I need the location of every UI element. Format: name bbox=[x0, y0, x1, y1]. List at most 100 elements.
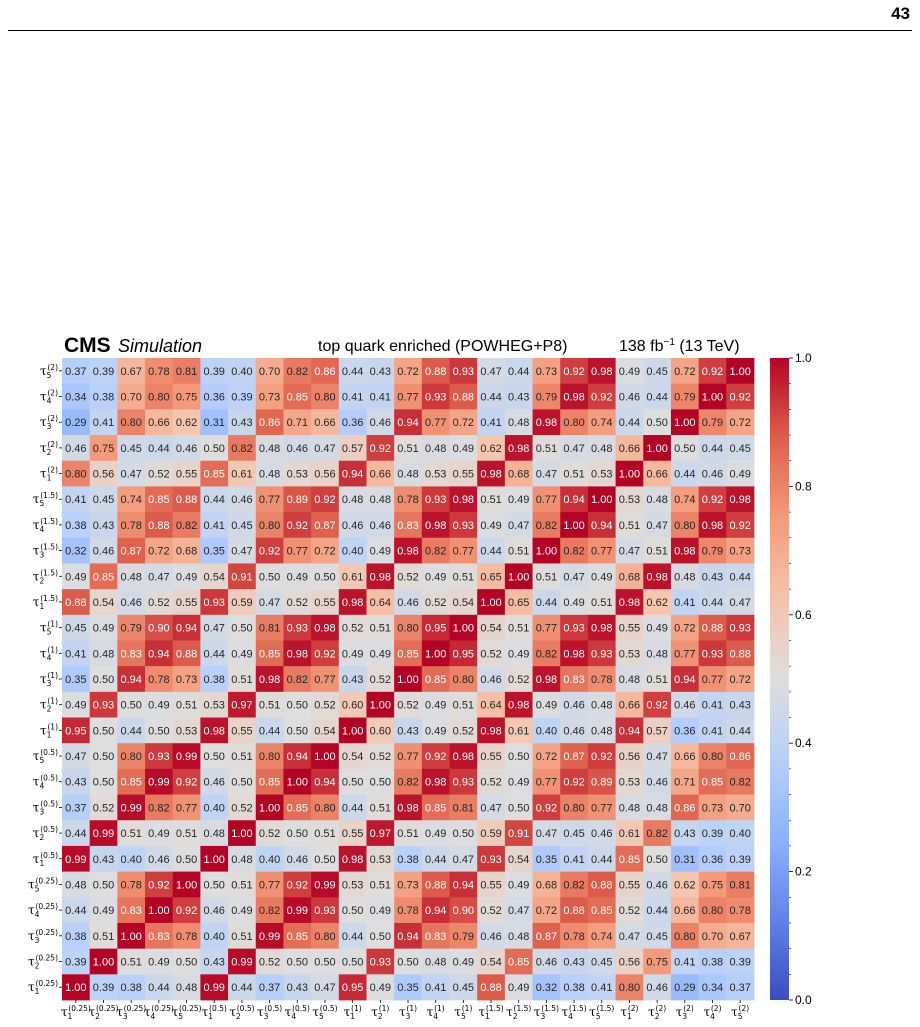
heatmap-cell bbox=[394, 794, 423, 821]
heatmap-cell bbox=[338, 563, 367, 590]
heatmap-cell bbox=[726, 768, 755, 795]
heatmap-cell bbox=[532, 974, 561, 1001]
cell-value-label: 0.48 bbox=[508, 931, 529, 943]
heatmap-cell bbox=[643, 435, 672, 462]
heatmap-cell bbox=[172, 512, 201, 539]
label-superscript: (2) bbox=[47, 466, 58, 475]
cell-value-label: 0.62 bbox=[176, 417, 197, 429]
heatmap-cell bbox=[643, 820, 672, 847]
cell-value-label: 1.00 bbox=[674, 417, 695, 429]
heatmap-cell bbox=[172, 614, 201, 641]
heatmap-cell bbox=[394, 563, 423, 590]
cell-value-label: 0.92 bbox=[563, 777, 584, 789]
cell-value-label: 0.47 bbox=[536, 469, 557, 481]
cell-value-label: 0.80 bbox=[65, 469, 86, 481]
heatmap-cell bbox=[560, 486, 589, 513]
cell-value-label: 0.80 bbox=[397, 623, 418, 635]
heatmap-cell bbox=[172, 871, 201, 898]
label-subscript: 2 bbox=[236, 1012, 241, 1021]
heatmap-cell bbox=[338, 768, 367, 795]
heatmap-cell bbox=[366, 974, 395, 1001]
heatmap-cell bbox=[62, 948, 91, 975]
cell-value-label: 1.00 bbox=[425, 648, 446, 660]
heatmap-cell bbox=[449, 512, 478, 539]
heatmap-cell bbox=[643, 845, 672, 872]
heatmap-cell bbox=[477, 717, 506, 744]
heatmap-cell bbox=[394, 537, 423, 564]
cell-value-label: 0.47 bbox=[536, 828, 557, 840]
cell-value-label: 0.48 bbox=[619, 674, 640, 686]
cell-value-label: 0.29 bbox=[674, 982, 695, 994]
heatmap-cell bbox=[311, 460, 340, 487]
cell-value-label: 0.77 bbox=[453, 546, 474, 558]
cell-value-label: 0.79 bbox=[453, 931, 474, 943]
heatmap-cell bbox=[532, 614, 561, 641]
label-superscript: (1.5) bbox=[40, 517, 58, 526]
cell-value-label: 0.35 bbox=[397, 982, 418, 994]
cell-value-label: 0.94 bbox=[148, 648, 169, 660]
heatmap-cell bbox=[726, 871, 755, 898]
cell-value-label: 0.56 bbox=[314, 469, 335, 481]
heatmap-cell bbox=[477, 974, 506, 1001]
tau-symbol: τ bbox=[40, 698, 47, 712]
heatmap-cell bbox=[283, 845, 312, 872]
cell-value-label: 0.85 bbox=[591, 905, 612, 917]
heatmap-cell bbox=[283, 897, 312, 924]
heatmap-cell bbox=[421, 512, 450, 539]
cell-value-label: 0.80 bbox=[563, 417, 584, 429]
heatmap-cell bbox=[89, 922, 118, 950]
heatmap-cell bbox=[338, 537, 367, 564]
cell-value-label: 0.72 bbox=[536, 905, 557, 917]
cell-value-label: 0.53 bbox=[425, 469, 446, 481]
heatmap-cell bbox=[615, 717, 644, 744]
cell-value-label: 0.98 bbox=[591, 623, 612, 635]
cell-value-label: 0.92 bbox=[729, 392, 750, 404]
cell-value-label: 0.83 bbox=[397, 520, 418, 532]
heatmap-cell bbox=[62, 768, 91, 795]
cell-value-label: 0.38 bbox=[65, 931, 86, 943]
heatmap-cell bbox=[477, 922, 506, 950]
heatmap-cell bbox=[449, 460, 478, 487]
heatmap-cell bbox=[89, 640, 118, 667]
heatmap-cell bbox=[615, 435, 644, 462]
heatmap-cell bbox=[338, 743, 367, 770]
axis-tick-label: τ4(2) bbox=[703, 1004, 721, 1021]
cell-value-label: 0.98 bbox=[342, 854, 363, 866]
cell-value-label: 0.82 bbox=[563, 879, 584, 891]
heatmap-cell bbox=[643, 614, 672, 641]
heatmap-cell bbox=[117, 383, 146, 410]
cell-value-label: 0.50 bbox=[508, 751, 529, 763]
heatmap-cell bbox=[726, 460, 755, 487]
tau-symbol: τ bbox=[202, 1005, 209, 1019]
cell-value-label: 0.49 bbox=[508, 494, 529, 506]
heatmap-cell bbox=[311, 409, 340, 436]
heatmap-cell bbox=[283, 666, 312, 693]
heatmap-cell bbox=[89, 897, 118, 924]
cell-value-label: 0.39 bbox=[702, 828, 723, 840]
heatmap-cell bbox=[62, 614, 91, 641]
cell-value-label: 0.38 bbox=[563, 982, 584, 994]
cell-value-label: 1.00 bbox=[204, 854, 225, 866]
cell-value-label: 0.49 bbox=[148, 828, 169, 840]
heatmap-cell bbox=[255, 794, 284, 821]
label-subscript: 2 bbox=[39, 576, 44, 585]
heatmap-cell bbox=[560, 974, 589, 1001]
cell-value-label: 0.72 bbox=[314, 546, 335, 558]
heatmap-cell bbox=[643, 512, 672, 539]
cell-value-label: 0.92 bbox=[702, 366, 723, 378]
cell-value-label: 0.49 bbox=[480, 520, 501, 532]
cell-value-label: 1.00 bbox=[314, 751, 335, 763]
heatmap-cell bbox=[228, 948, 257, 975]
heatmap-cell bbox=[338, 614, 367, 641]
cell-value-label: 0.49 bbox=[453, 443, 474, 455]
cell-value-label: 0.78 bbox=[563, 931, 584, 943]
heatmap-cell bbox=[200, 717, 229, 744]
axis-tick-label: τ2(1.5) bbox=[33, 568, 58, 585]
cell-value-label: 1.00 bbox=[508, 571, 529, 583]
cell-value-label: 0.35 bbox=[536, 854, 557, 866]
heatmap-cell bbox=[311, 486, 340, 513]
cell-value-label: 0.50 bbox=[646, 417, 667, 429]
tau-symbol: τ bbox=[40, 621, 47, 635]
cell-value-label: 0.77 bbox=[536, 623, 557, 635]
heatmap-cell bbox=[200, 486, 229, 513]
